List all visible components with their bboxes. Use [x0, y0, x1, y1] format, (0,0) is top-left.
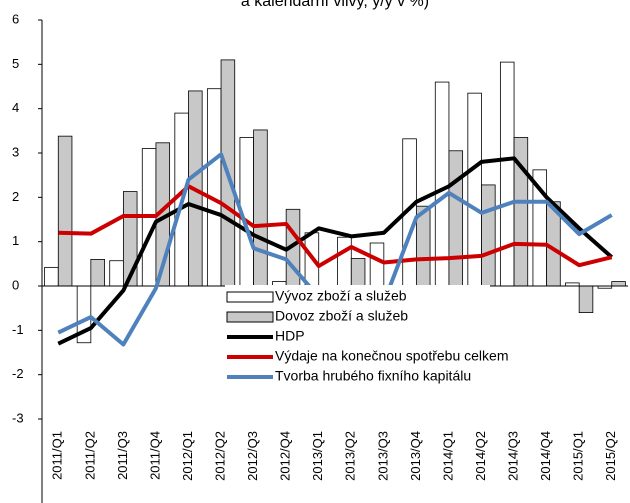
bar	[206, 88, 222, 287]
bar	[578, 285, 594, 314]
y-tick-label: 4	[12, 100, 19, 115]
x-tick-label: 2014/Q2	[473, 431, 488, 481]
bar	[57, 135, 73, 287]
line	[57, 156, 614, 346]
x-tick-label: 2013/Q3	[375, 431, 390, 481]
legend-label: HDP	[275, 328, 305, 344]
chart-title: a kalendářní vlivy, y/y v %)	[241, 0, 429, 10]
bar	[337, 236, 352, 287]
legend-label: Výdaje na konečnou spotřebu celkem	[275, 348, 508, 364]
y-tick-label: 2	[12, 189, 19, 204]
legend-label: Dovoz zboží a služeb	[275, 308, 408, 324]
x-tick-label: 2012/Q4	[278, 431, 293, 481]
x-tick-label: 2012/Q2	[212, 431, 227, 481]
y-tick-label: -2	[12, 366, 24, 381]
x-tick-label: 2012/Q3	[245, 431, 260, 481]
x-tick-label: 2013/Q2	[343, 431, 358, 481]
bar	[481, 184, 496, 287]
y-tick-label: -3	[12, 410, 24, 425]
x-tick-label: 2014/Q4	[538, 431, 553, 481]
bar	[44, 266, 59, 287]
x-tick-label: 2011/Q1	[50, 431, 65, 480]
x-tick-label: 2015/Q2	[603, 431, 618, 481]
x-tick-label: 2013/Q4	[408, 431, 423, 481]
y-tick-label: 3	[12, 144, 19, 159]
bar	[434, 81, 450, 287]
x-tick-label: 2011/Q2	[82, 431, 97, 480]
bar	[109, 260, 124, 287]
line	[58, 184, 613, 269]
x-tick-label: 2013/Q1	[310, 431, 325, 481]
bar	[611, 281, 626, 287]
bar	[448, 150, 464, 287]
x-tick-label: 2014/Q1	[440, 431, 455, 481]
bar	[369, 242, 385, 287]
legend-swatch	[226, 291, 274, 303]
legend-swatch	[226, 311, 274, 323]
bar	[350, 258, 366, 287]
x-tick-label: 2015/Q1	[571, 431, 586, 481]
x-tick-label: 2014/Q3	[505, 431, 520, 481]
y-tick-label: 1	[12, 233, 19, 248]
bar	[90, 258, 105, 287]
legend-label: Vývoz zboží a služeb	[275, 288, 407, 304]
y-tick-label: 5	[12, 56, 19, 71]
bar	[499, 61, 515, 287]
bar	[253, 129, 268, 287]
y-tick-label: 6	[12, 11, 19, 26]
legend-label: Tvorba hrubého fixního kapitálu	[275, 368, 471, 384]
x-tick-label: 2011/Q4	[147, 431, 162, 480]
x-tick-label: 2012/Q1	[180, 431, 195, 481]
x-tick-label: 2011/Q3	[115, 431, 130, 480]
y-tick-label: 0	[12, 277, 19, 292]
y-tick-label: -1	[12, 322, 24, 337]
